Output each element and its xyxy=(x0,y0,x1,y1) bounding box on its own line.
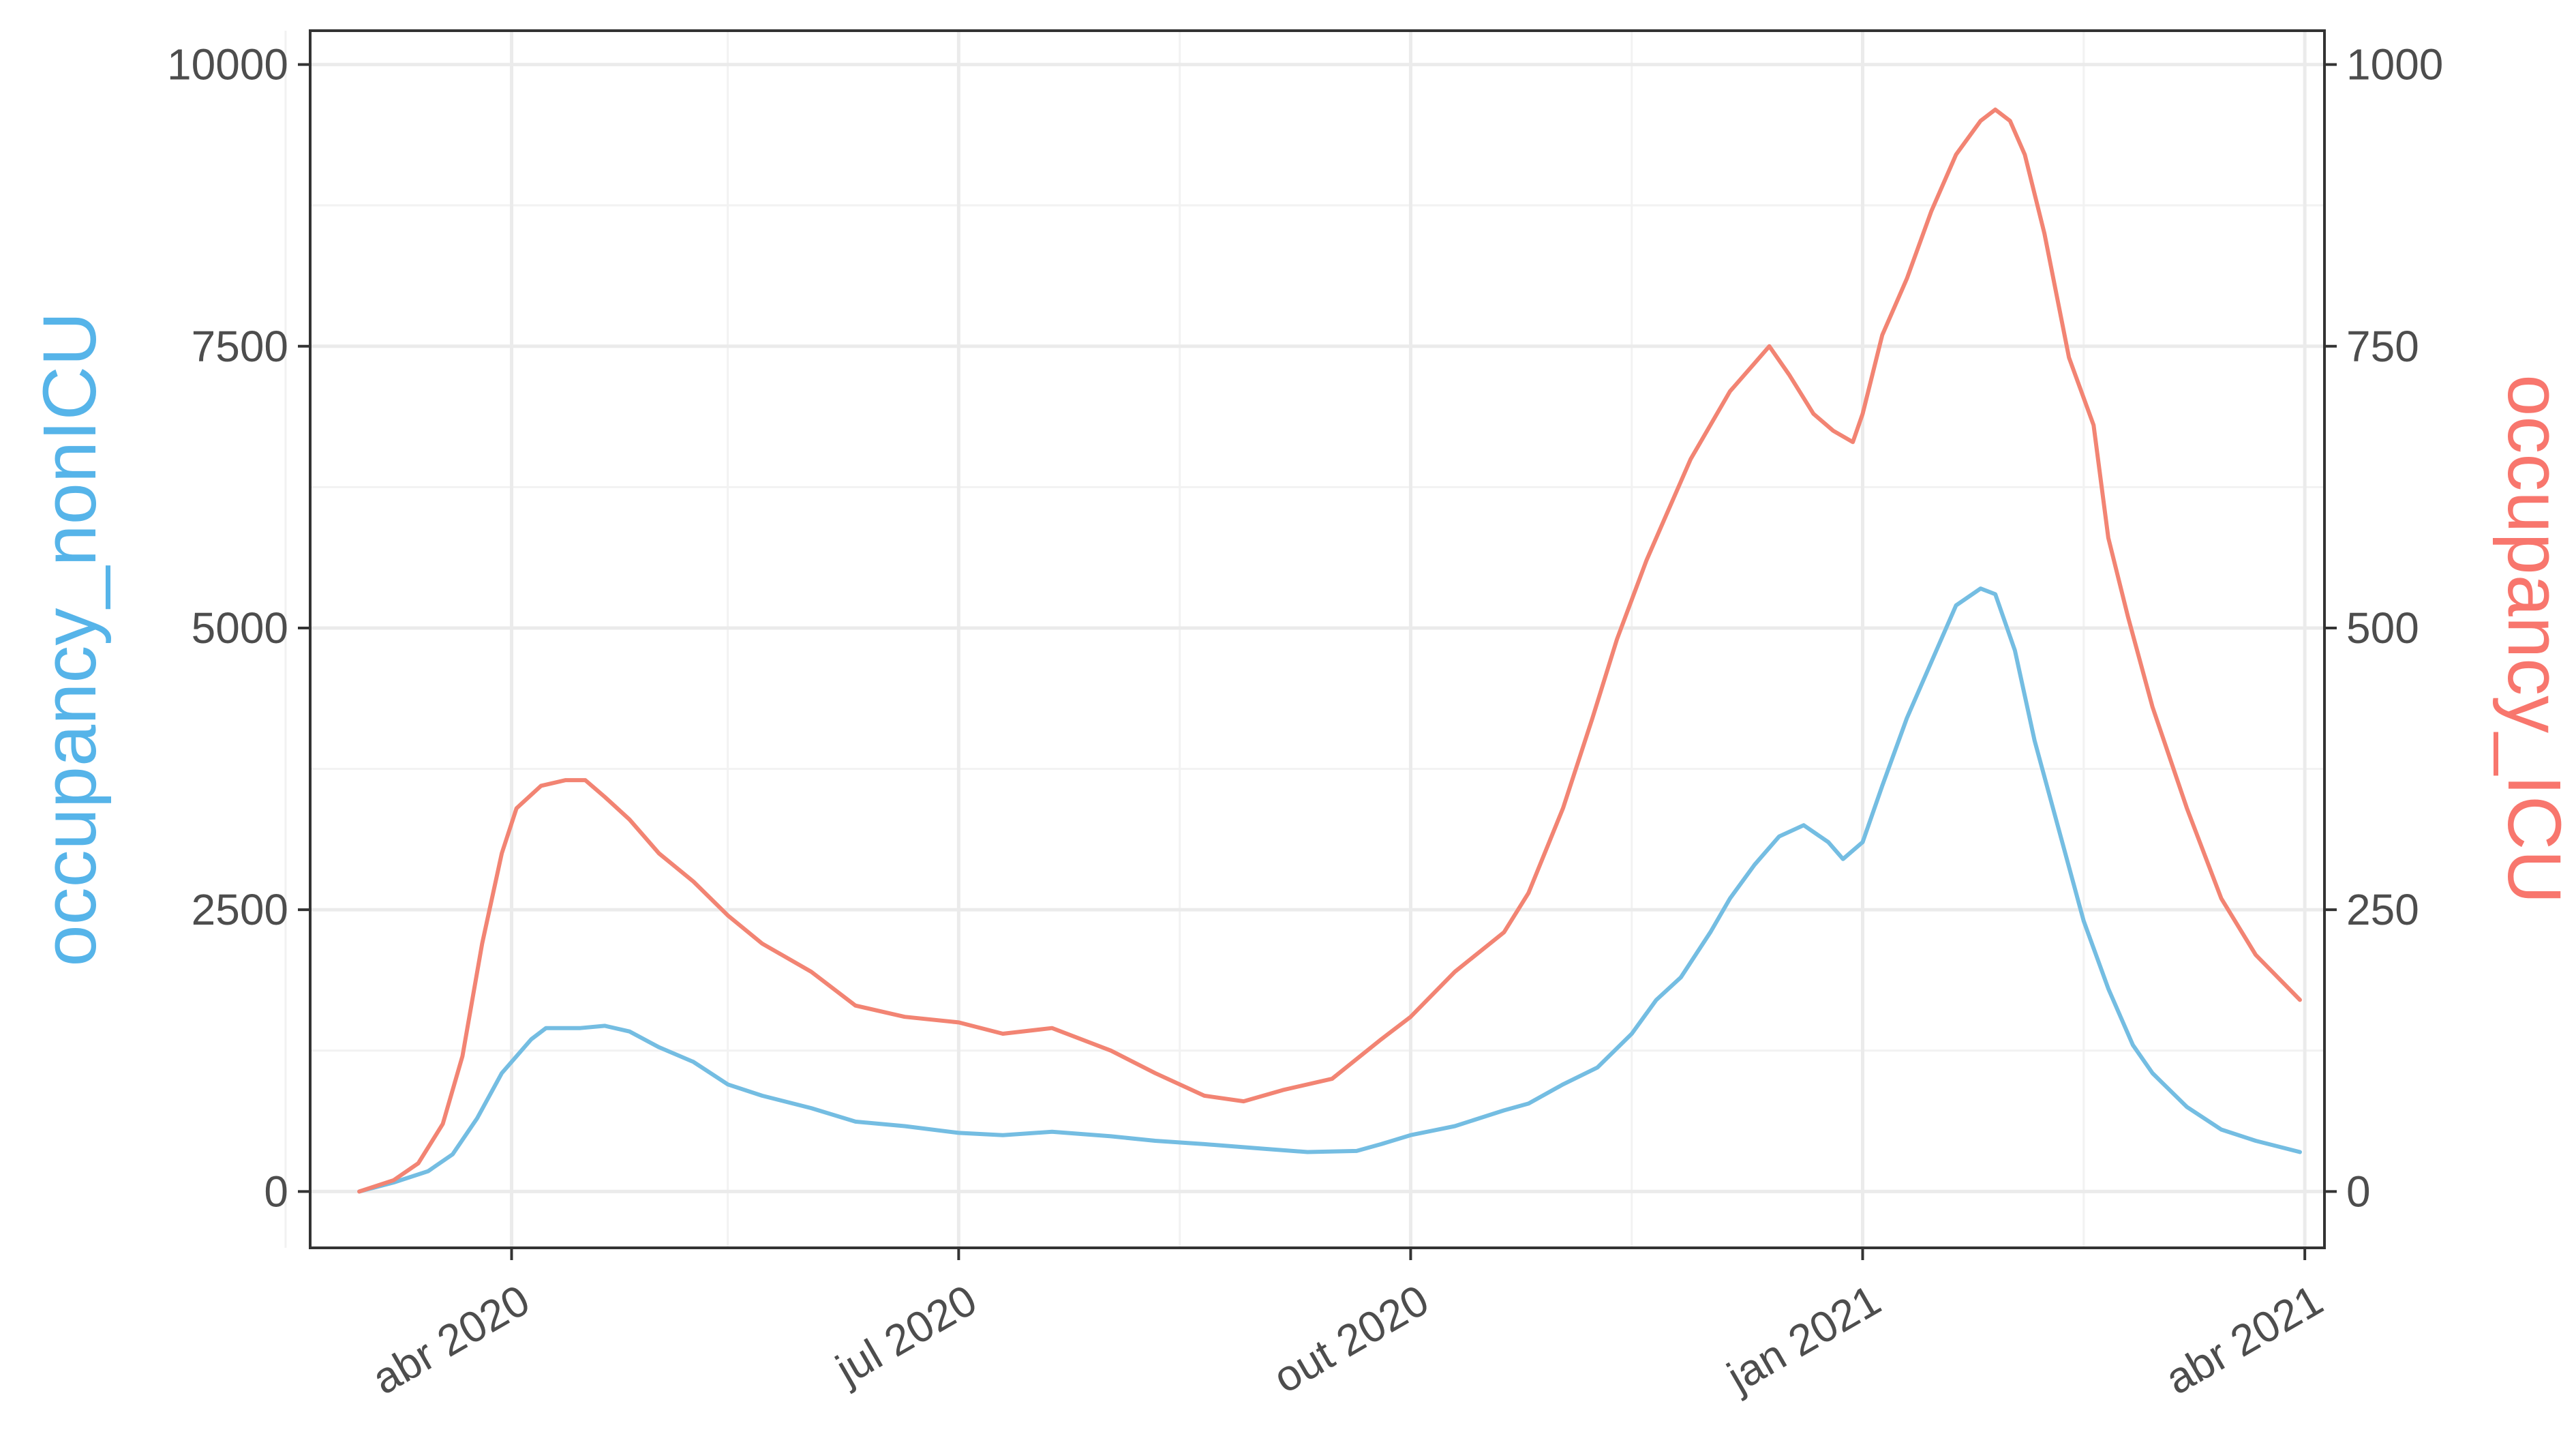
major-gridlines xyxy=(310,31,2324,1248)
y-left-tick-label: 5000 xyxy=(192,603,288,653)
y-right-tick-label: 250 xyxy=(2346,885,2419,934)
y-left-axis: 0 2500 5000 7500 10000 xyxy=(167,40,310,1216)
y-left-axis-title: occupancy_nonICU xyxy=(28,312,112,966)
y-left-tick-label: 0 xyxy=(264,1167,288,1216)
y-left-tick-label: 10000 xyxy=(167,40,288,89)
y-right-tick-label: 0 xyxy=(2346,1167,2371,1216)
minor-gridlines xyxy=(284,31,2324,1248)
series-line-nonicu xyxy=(357,586,2302,1194)
series-layer xyxy=(357,107,2302,1194)
plot-panel xyxy=(310,31,2324,1248)
y-right-tick-label: 500 xyxy=(2346,603,2419,653)
y-right-axis: 0 250 500 750 1000 xyxy=(2324,40,2443,1216)
y-left-tick-label: 2500 xyxy=(192,885,288,934)
y-right-axis-title: occupancy_ICU xyxy=(2492,374,2576,904)
series-line-icu xyxy=(357,107,2302,1194)
y-right-tick-label: 1000 xyxy=(2346,40,2443,89)
y-right-tick-label: 750 xyxy=(2346,322,2419,371)
y-left-tick-label: 7500 xyxy=(192,322,288,371)
plot-border xyxy=(309,29,2326,1249)
